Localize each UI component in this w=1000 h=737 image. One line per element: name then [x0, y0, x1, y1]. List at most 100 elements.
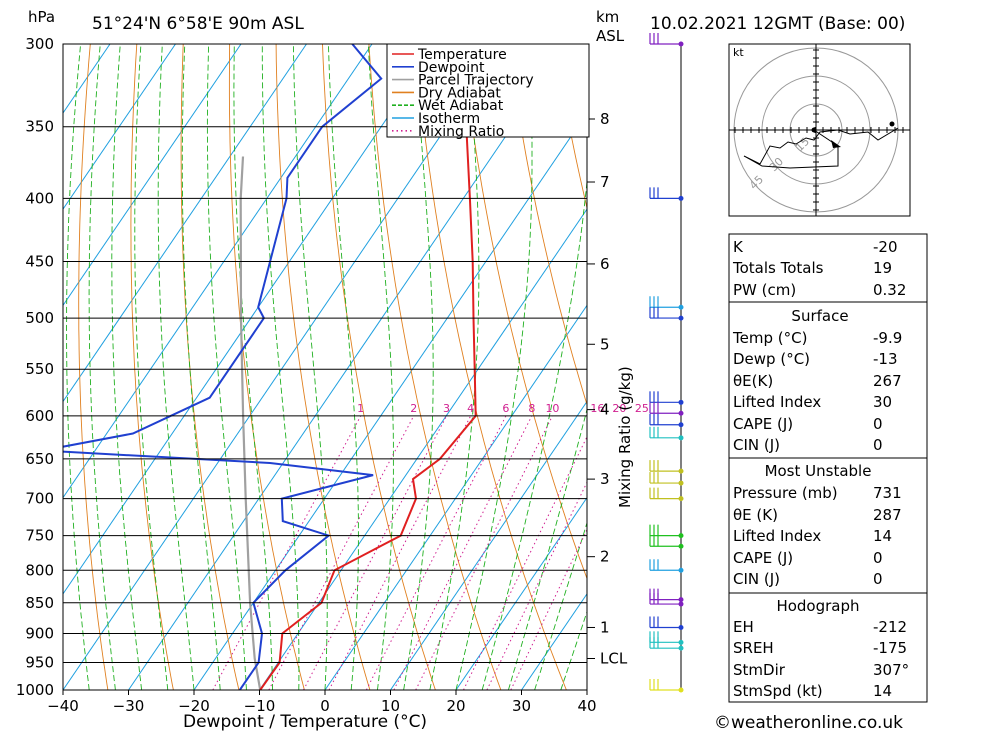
mu-li-value: 14: [873, 527, 892, 545]
km-tick-label: 5: [600, 335, 610, 353]
km-tick-label: 6: [600, 255, 610, 273]
location-title: 51°24'N 6°58'E 90m ASL: [92, 14, 304, 34]
pressure-tick-label: 700: [25, 490, 54, 508]
wind-barb: [650, 33, 684, 47]
wind-level-dot: [679, 469, 684, 474]
wind-level-dot: [679, 544, 684, 549]
wind-level-dot: [679, 646, 684, 651]
wind-level-dot: [679, 688, 684, 693]
wind-barb: [650, 488, 684, 502]
isotherm-line: [0, 44, 438, 690]
wind-barb: [650, 460, 684, 474]
surface-cin-label: CIN (J): [733, 436, 780, 454]
km-tick-label: LCL: [600, 650, 628, 668]
wind-barb: [650, 187, 684, 201]
wind-level-dot: [679, 196, 684, 201]
datetime-title: 10.02.2021 12GMT (Base: 00): [650, 14, 905, 34]
pressure-tick-label: 300: [25, 35, 54, 53]
isotherm-line: [194, 44, 634, 690]
km-tick-label: 4: [600, 401, 610, 419]
pressure-tick-label: 950: [25, 653, 54, 671]
dry-adiabat-line: [415, 44, 566, 690]
surface-li-label: Lifted Index: [733, 393, 821, 411]
dry-adiabat-line: [973, 44, 1000, 690]
isotherm-line: [129, 44, 569, 690]
isotherm-line: [0, 44, 372, 690]
km-tick-label: 7: [600, 173, 610, 191]
mixing-ratio-label: 3: [443, 402, 450, 415]
stmspd-label: StmSpd (kt): [733, 682, 823, 700]
hodograph-section-title: Hodograph: [776, 597, 859, 615]
surface-title: Surface: [791, 307, 848, 325]
wind-barb: [650, 535, 684, 549]
isotherm-line: [325, 44, 765, 690]
wind-barb: [650, 559, 684, 573]
wind-level-dot: [679, 533, 684, 538]
mixing-ratio-label: 4: [467, 402, 474, 415]
mu-pressure-label: Pressure (mb): [733, 484, 838, 502]
dry-adiabat-line: [462, 44, 632, 690]
surface-cape-value: 0: [873, 415, 883, 433]
surface-temp-value: -9.9: [873, 329, 902, 347]
mixing-ratio-label: 8: [528, 402, 535, 415]
mixing-ratio-label: 10: [545, 402, 559, 415]
mu-cape-label: CAPE (J): [733, 549, 793, 567]
x-tick-label: 20: [446, 697, 465, 715]
legend-label: Mixing Ratio: [418, 124, 504, 140]
wind-level-dot: [679, 640, 684, 645]
wet-adiabat-line: [293, 44, 327, 690]
stmdir-label: StmDir: [733, 661, 786, 679]
stats-table: K -20 Totals Totals 19 PW (cm) 0.32 Surf…: [729, 234, 927, 702]
wind-barb: [650, 402, 684, 416]
wet-adiabat-line: [67, 44, 90, 690]
most-unstable-title: Most Unstable: [765, 462, 872, 480]
surface-theta-label: θE(K): [733, 372, 773, 390]
mu-pressure-value: 731: [873, 484, 902, 502]
surface-cin-value: 0: [873, 436, 883, 454]
asl-unit-label: ASL: [596, 27, 625, 45]
mu-cape-value: 0: [873, 549, 883, 567]
dry-adiabat-line: [926, 44, 1000, 690]
mu-cin-label: CIN (J): [733, 570, 780, 588]
wind-level-dot: [679, 435, 684, 440]
wind-barb: [650, 427, 684, 441]
mu-theta-value: 287: [873, 506, 902, 524]
wind-level-dot: [679, 42, 684, 47]
hodograph-unit-label: kt: [733, 46, 744, 59]
pressure-unit-label: hPa: [28, 8, 55, 26]
wind-barb: [650, 631, 684, 645]
km-unit-label: km: [596, 8, 619, 26]
wet-adiabat-line: [112, 44, 142, 690]
mu-li-label: Lifted Index: [733, 527, 821, 545]
surface-cape-label: CAPE (J): [733, 415, 793, 433]
wet-adiabat-line: [89, 44, 115, 690]
wind-barb: [650, 616, 684, 630]
copyright-text: ©weatheronline.co.uk: [714, 713, 903, 733]
mixing-ratio-label: 25: [635, 402, 649, 415]
eh-label: EH: [733, 618, 754, 636]
wind-level-dot: [679, 411, 684, 416]
mixing-ratio-label: 1: [357, 402, 364, 415]
km-tick-label: 3: [600, 470, 610, 488]
pressure-tick-label: 850: [25, 594, 54, 612]
wind-level-dot: [679, 316, 684, 321]
wind-level-dot: [679, 602, 684, 607]
wind-barb: [650, 679, 684, 693]
wet-adiabat-line: [158, 44, 194, 690]
km-tick-label: 2: [600, 548, 610, 566]
pressure-tick-label: 900: [25, 624, 54, 642]
wet-adiabat-line: [182, 44, 220, 690]
wet-adiabat-line: [234, 44, 273, 690]
surface-temp-label: Temp (°C): [732, 329, 807, 347]
wind-level-dot: [679, 597, 684, 602]
hodograph-end-dot: [890, 122, 895, 127]
mixing-ratio-line: [329, 416, 471, 690]
parcel-trajectory-line: [241, 157, 261, 691]
isotherm-line: [63, 44, 503, 690]
mixing-ratio-line: [269, 416, 414, 690]
wind-level-dot: [679, 400, 684, 405]
pressure-tick-label: 550: [25, 360, 54, 378]
